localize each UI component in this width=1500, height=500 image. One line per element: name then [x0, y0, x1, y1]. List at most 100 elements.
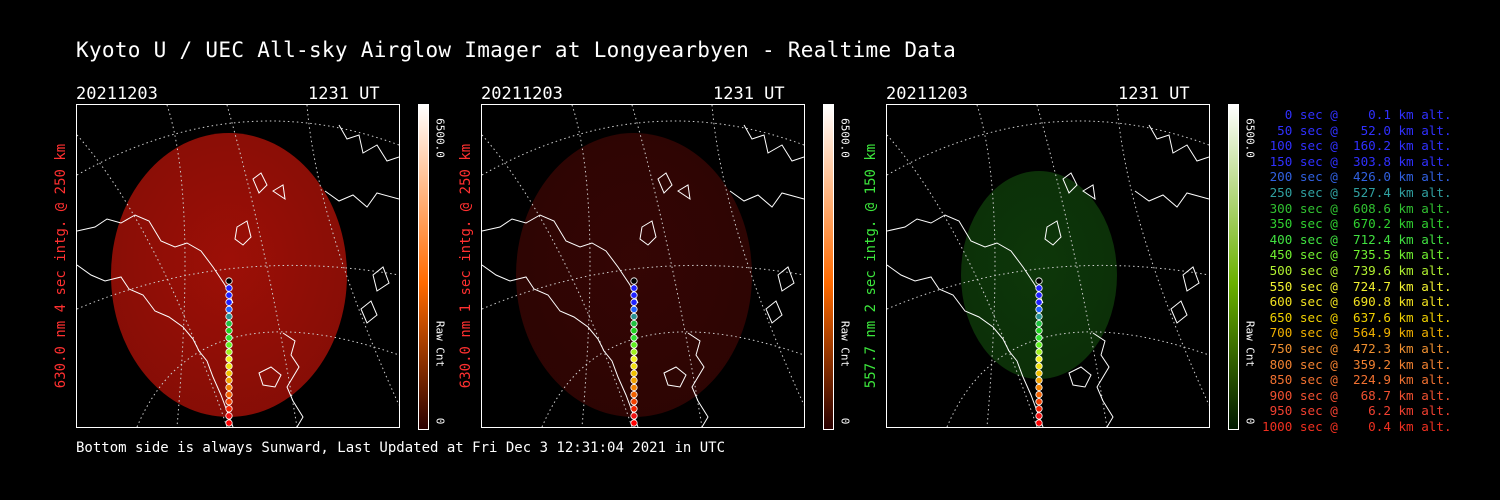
colorbar-label: Raw Cnt	[838, 320, 852, 368]
coastline	[765, 300, 783, 324]
trajectory-point	[1035, 284, 1043, 292]
coastline	[372, 266, 390, 292]
trajectory-point	[225, 405, 233, 413]
colorbar-max: 6500.0	[838, 118, 852, 158]
trajectory-point	[630, 376, 638, 384]
all-sky-image[interactable]	[886, 104, 1210, 428]
coastline	[234, 220, 252, 246]
grid-line	[306, 105, 399, 406]
panel-side-label: 630.0 nm 1 sec intg. @ 250 km	[458, 143, 474, 389]
trajectory-point	[630, 362, 638, 370]
trajectory-point	[1035, 398, 1043, 406]
coastline	[338, 124, 399, 162]
coastline	[324, 190, 399, 208]
trajectory-point	[225, 277, 233, 285]
legend-entry: 450 sec @ 735.5 km alt.	[1262, 247, 1452, 263]
trajectory-point	[225, 334, 233, 342]
trajectory-point	[225, 376, 233, 384]
coastline	[272, 184, 286, 201]
trajectory-point	[1035, 362, 1043, 370]
coastline	[663, 366, 687, 388]
trajectory-point	[1035, 291, 1043, 299]
trajectory-point	[630, 341, 638, 349]
coastline	[1148, 124, 1209, 162]
colorbar	[418, 104, 429, 430]
grid-line	[482, 134, 633, 427]
coastline	[887, 214, 1044, 304]
grid-line	[77, 134, 228, 427]
legend-entry: 250 sec @ 527.4 km alt.	[1262, 184, 1452, 200]
coastline	[77, 214, 234, 304]
legend-entry: 700 sec @ 564.9 km alt.	[1262, 325, 1452, 341]
coastline	[252, 172, 268, 194]
coastline	[1062, 172, 1078, 194]
trajectory-point	[225, 284, 233, 292]
coastline	[1134, 190, 1209, 208]
grid-line	[571, 105, 591, 427]
trajectory-point	[225, 312, 233, 321]
trajectory-point	[630, 334, 638, 342]
grid-line	[1116, 105, 1209, 406]
trajectory-point	[630, 405, 638, 413]
coastline	[77, 264, 234, 427]
trajectory-point	[1035, 405, 1043, 413]
trajectory-point	[1035, 298, 1043, 306]
trajectory-point	[1035, 412, 1043, 420]
trajectory-point	[225, 320, 233, 328]
colorbar-max-box: 6500.0	[1242, 108, 1258, 168]
coastline	[743, 124, 804, 162]
trajectory-point	[630, 291, 638, 299]
coastline	[1068, 366, 1092, 388]
legend-entry: 1000 sec @ 0.4 km alt.	[1262, 418, 1452, 434]
trajectory-point	[630, 390, 638, 399]
coastline	[482, 264, 639, 427]
colorbar-min: 0	[1243, 417, 1257, 425]
panel-date: 20211203	[481, 84, 563, 104]
all-sky-image[interactable]	[481, 104, 805, 428]
trajectory-point	[1035, 376, 1043, 384]
page-title: Kyoto U / UEC All-sky Airglow Imager at …	[76, 38, 957, 62]
trajectory-point	[630, 412, 638, 420]
trajectory-point	[1035, 327, 1043, 335]
coastline	[729, 190, 804, 208]
coastline	[482, 214, 639, 304]
trajectory-point	[225, 412, 233, 420]
colorbar-label-box: Raw Cnt	[837, 314, 853, 374]
legend-entry: 350 sec @ 670.2 km alt.	[1262, 216, 1452, 232]
panel-side-label-box: 557.7 nm 2 sec intg. @ 150 km	[860, 104, 882, 428]
colorbar	[1228, 104, 1239, 430]
image-panel-1: 20211203 1231 UT 630.0 nm 4 sec intg. @ …	[53, 84, 476, 430]
legend-entry: 600 sec @ 690.8 km alt.	[1262, 294, 1452, 310]
legend-entry: 150 sec @ 303.8 km alt.	[1262, 153, 1452, 169]
colorbar-min-box: 0	[837, 414, 853, 428]
colorbar-label-box: Raw Cnt	[432, 314, 448, 374]
colorbar-label: Raw Cnt	[1243, 320, 1257, 368]
coastline	[677, 184, 691, 201]
trajectory-point	[225, 369, 233, 377]
panel-time: 1231 UT	[713, 84, 785, 104]
colorbar-min: 0	[433, 417, 447, 425]
image-panel-2: 20211203 1231 UT 630.0 nm 1 sec intg. @ …	[458, 84, 881, 430]
legend-entry: 550 sec @ 724.7 km alt.	[1262, 278, 1452, 294]
legend-entry: 800 sec @ 359.2 km alt.	[1262, 356, 1452, 372]
trajectory-point	[225, 383, 233, 392]
colorbar-max: 6500.0	[433, 118, 447, 158]
airglow-region	[961, 171, 1117, 379]
coastline	[657, 172, 673, 194]
coastline	[1082, 184, 1096, 201]
legend-entry: 300 sec @ 608.6 km alt.	[1262, 200, 1452, 216]
trajectory-point	[225, 341, 233, 349]
trajectory-point	[630, 277, 638, 285]
trajectory-point	[1035, 348, 1043, 356]
trajectory-point	[1035, 341, 1043, 349]
trajectory-point	[630, 355, 638, 363]
grid-line	[976, 105, 996, 427]
colorbar-max: 6500.0	[1243, 118, 1257, 158]
coastline	[687, 332, 709, 427]
trajectory-legend: 0 sec @ 0.1 km alt. 50 sec @ 52.0 km alt…	[1262, 107, 1452, 434]
trajectory-point	[1035, 305, 1043, 313]
trajectory-point	[225, 327, 233, 335]
coastline	[777, 266, 795, 292]
panel-side-label: 557.7 nm 2 sec intg. @ 150 km	[863, 143, 879, 389]
all-sky-image[interactable]	[76, 104, 400, 428]
